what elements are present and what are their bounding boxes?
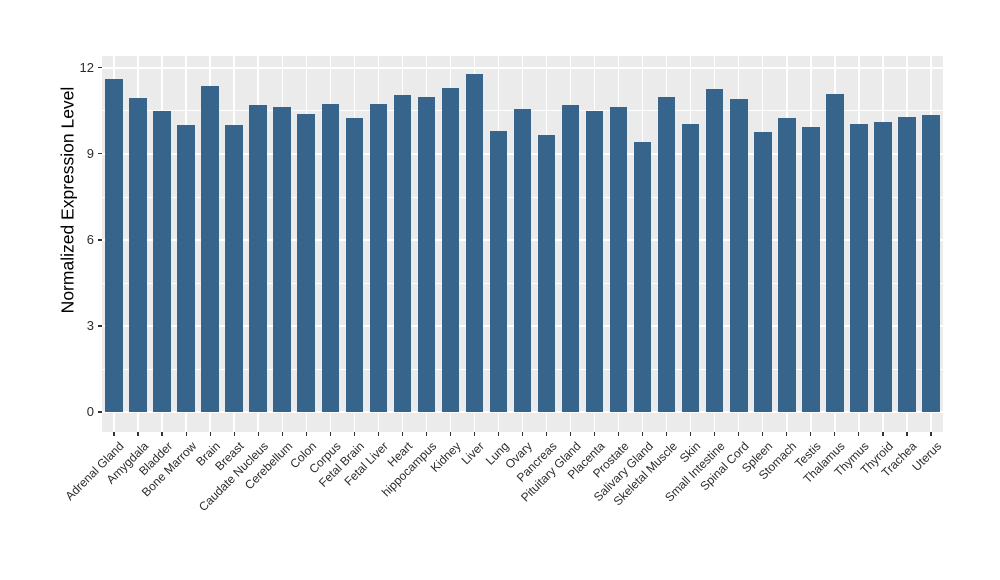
x-tick-mark (521, 432, 524, 436)
x-tick-mark (545, 432, 548, 436)
x-tick-mark (666, 432, 668, 436)
y-tick-mark (98, 239, 102, 241)
bar-spinal-cord (730, 99, 748, 412)
x-tick-mark (593, 432, 596, 436)
x-tick-mark (401, 432, 403, 436)
bar-skeletal-muscle (657, 96, 676, 412)
bar-thyroid (874, 122, 892, 412)
bar-stomach (778, 118, 796, 412)
x-tick-mark (161, 432, 163, 436)
bar-fetal-brain (345, 118, 364, 412)
gridline-major (102, 411, 943, 413)
y-tick-mark (98, 325, 102, 327)
bar-lung (489, 130, 508, 412)
x-tick-mark (281, 432, 283, 436)
bar-uterus (922, 115, 940, 412)
bar-fetal-liver (369, 103, 388, 412)
x-tick-mark (906, 432, 908, 436)
bar-thalamus (826, 93, 844, 412)
x-tick-mark (738, 432, 740, 436)
bar-heart (393, 95, 412, 412)
bar-ovary (513, 109, 532, 412)
bar-pancreas (537, 135, 556, 412)
x-tick-mark (690, 432, 692, 436)
bar-liver (465, 73, 484, 412)
bar-bladder (153, 110, 171, 412)
y-tick-mark (98, 67, 102, 69)
y-tick-mark (98, 411, 102, 413)
x-tick-label-text: Liver (459, 439, 488, 468)
gridline-major (102, 67, 943, 69)
x-tick-mark (882, 432, 884, 436)
x-tick-mark (449, 432, 451, 436)
x-tick-mark (377, 432, 379, 436)
bar-cerebellum (273, 106, 291, 412)
x-tick-mark (810, 432, 812, 436)
bar-small-intestine (705, 89, 724, 412)
x-tick-mark (473, 432, 476, 436)
bar-placenta (585, 110, 604, 412)
plot-panel (102, 56, 943, 432)
y-tick-label: 3 (86, 317, 94, 333)
x-tick-mark (113, 432, 115, 436)
bar-bone-marrow (177, 125, 195, 412)
x-tick-mark (257, 432, 259, 436)
x-tick-mark (497, 432, 500, 436)
x-tick-mark (762, 432, 764, 436)
bar-amygdala (129, 97, 147, 412)
bar-thymus (850, 123, 868, 412)
x-tick-mark (714, 432, 716, 436)
x-tick-mark (786, 432, 788, 436)
x-tick-mark (618, 432, 620, 436)
x-tick-mark (137, 432, 139, 436)
x-tick-mark (185, 432, 187, 436)
x-tick-mark (930, 432, 932, 436)
x-tick-mark (329, 432, 331, 436)
x-tick-mark (305, 432, 307, 436)
x-tick-mark (353, 432, 355, 436)
bar-pituitary-gland (561, 105, 580, 412)
bar-brain (201, 86, 219, 412)
y-tick-label: 0 (86, 404, 94, 419)
bar-kidney (441, 87, 460, 412)
x-tick-mark (209, 432, 211, 436)
bar-adrenal-gland (105, 79, 123, 412)
bar-salivary-gland (633, 142, 652, 412)
bar-breast (225, 125, 243, 412)
bar-spleen (754, 132, 772, 412)
x-tick-mark (858, 432, 860, 436)
bar-skin (681, 123, 700, 412)
x-tick-mark (569, 432, 572, 436)
y-tick-label: 9 (86, 145, 94, 161)
bar-prostate (609, 106, 628, 412)
y-axis-title: Normalized Expression Level (57, 86, 78, 314)
bar-testis (802, 126, 820, 412)
x-tick-mark (425, 432, 427, 436)
x-tick-mark (233, 432, 235, 436)
x-tick-mark (834, 432, 836, 436)
y-tick-label: 6 (86, 231, 94, 247)
bar-corpus (321, 103, 340, 412)
bar-caudate-nucleus (249, 105, 267, 412)
y-tick-label: 12 (79, 59, 94, 75)
bar-hippocampus (417, 96, 436, 412)
x-tick-mark (642, 432, 644, 436)
bar-trachea (898, 116, 916, 412)
bar-colon (297, 113, 315, 412)
y-tick-mark (98, 153, 102, 155)
